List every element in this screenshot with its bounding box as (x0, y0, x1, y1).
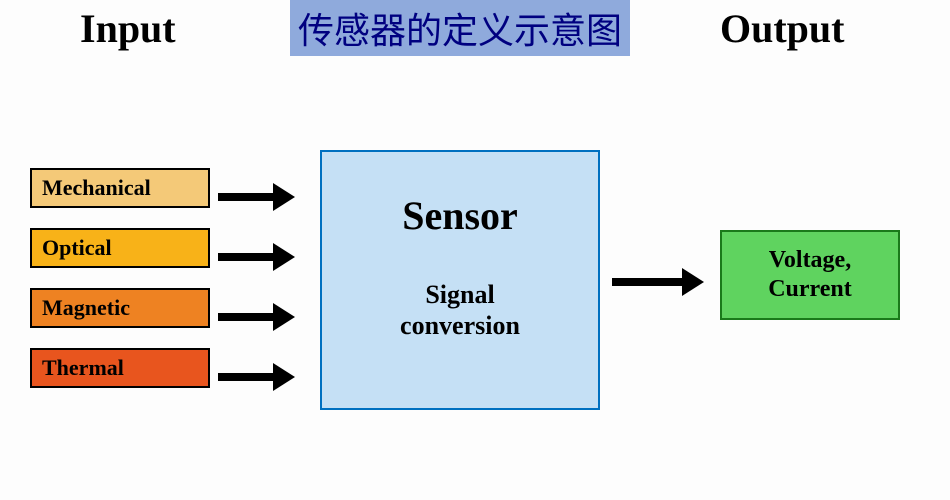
sensor-sub-line1: Signal (425, 280, 494, 309)
arrow-shaft (612, 278, 682, 286)
arrow-shaft (218, 253, 273, 261)
arrow-shaft (218, 313, 273, 321)
arrow-head-icon (273, 243, 295, 271)
arrow-head-icon (682, 268, 704, 296)
input-arrow-2 (218, 303, 295, 331)
arrow-head-icon (273, 363, 295, 391)
arrow-shaft (218, 193, 273, 201)
output-arrow (612, 268, 704, 296)
input-box-thermal: Thermal (30, 348, 210, 388)
input-box-magnetic: Magnetic (30, 288, 210, 328)
arrow-head-icon (273, 183, 295, 211)
sensor-title: Sensor (322, 192, 598, 239)
input-heading: Input (80, 5, 176, 52)
input-box-mechanical: Mechanical (30, 168, 210, 208)
output-text: Voltage, Current (768, 246, 852, 304)
arrow-shaft (218, 373, 273, 381)
output-box: Voltage, Current (720, 230, 900, 320)
output-line1: Voltage, (769, 247, 851, 273)
sensor-box: Sensor Signal conversion (320, 150, 600, 410)
input-box-optical: Optical (30, 228, 210, 268)
diagram-title: 传感器的定义示意图 (290, 0, 630, 56)
output-heading: Output (720, 5, 845, 52)
sensor-sub-line2: conversion (400, 311, 520, 340)
input-arrow-1 (218, 243, 295, 271)
output-line2: Current (768, 276, 852, 302)
sensor-subtitle: Signal conversion (322, 279, 598, 341)
input-arrow-0 (218, 183, 295, 211)
arrow-head-icon (273, 303, 295, 331)
input-arrow-3 (218, 363, 295, 391)
